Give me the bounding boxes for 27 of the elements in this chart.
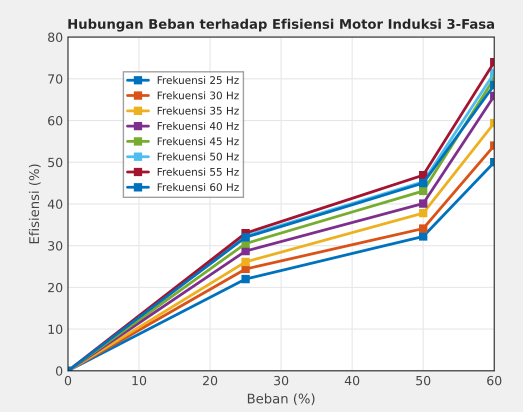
x-axis-title: Beban (%) [248, 393, 314, 406]
legend-label: Frekuensi 30 Hz [158, 91, 239, 100]
y-tick-label: 10 [48, 324, 62, 334]
legend-label: Frekuensi 60 Hz [158, 183, 239, 192]
x-tick-label: 50 [416, 376, 430, 386]
y-tick-label: 0 [56, 366, 62, 376]
x-tick-label: 10 [132, 376, 146, 386]
legend-label: Frekuensi 40 Hz [158, 122, 239, 130]
y-tick-label: 70 [48, 74, 62, 84]
legend-label: Frekuensi 35 Hz [158, 106, 239, 115]
legend-label: Frekuensi 55 Hz [158, 168, 239, 176]
y-tick-label: 50 [48, 158, 62, 168]
y-tick-label: 30 [48, 241, 62, 251]
x-tick-label: 40 [344, 376, 360, 386]
legend-label: Frekuensi 45 Hz [158, 137, 239, 146]
y-tick-label: 80 [48, 32, 62, 42]
x-tick-label: 30 [274, 376, 288, 386]
y-axis-title: Efisiensi (%) [28, 164, 41, 244]
y-tick-label: 20 [48, 282, 62, 292]
chart-title: Hubungan Beban terhadap Efisiensi Motor Induksi 3-Fasa [68, 18, 494, 32]
x-tick-label: 0 [64, 376, 72, 386]
x-tick-label: 20 [203, 376, 218, 386]
y-tick-label: 60 [48, 116, 62, 126]
y-tick-label: 40 [48, 199, 62, 209]
legend-label: Frekuensi 25 Hz [158, 76, 239, 84]
x-tick-label: 60 [487, 376, 502, 386]
legend-label: Frekuensi 50 Hz [158, 152, 239, 160]
